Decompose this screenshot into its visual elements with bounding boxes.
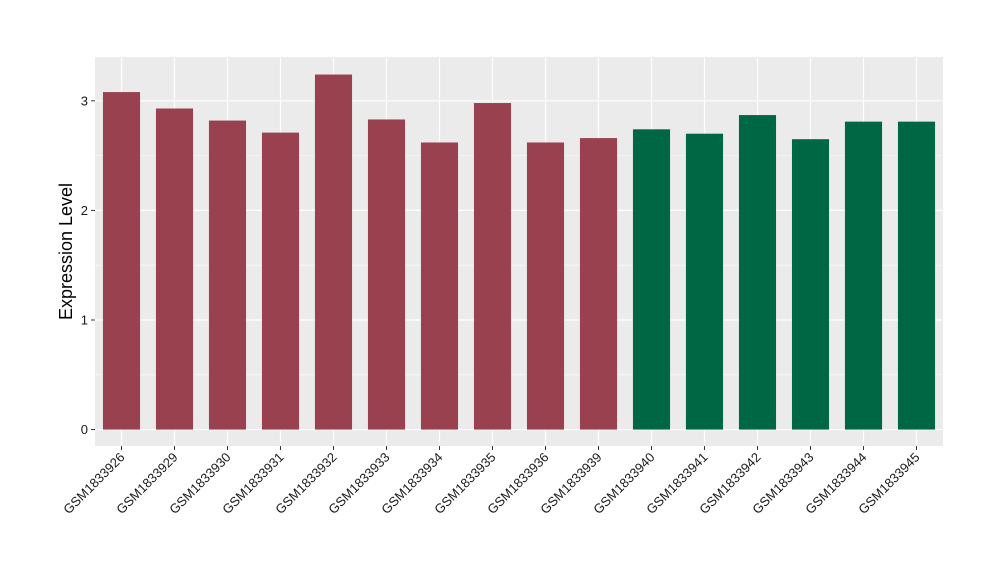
- bars: [102, 74, 936, 430]
- x-axis: GSM1833926GSM1833929GSM1833930GSM1833931…: [60, 446, 923, 517]
- bar-GSM1833939: [579, 138, 618, 430]
- bar-GSM1833931: [261, 132, 300, 430]
- bar-GSM1833944: [844, 121, 883, 430]
- bar-GSM1833935: [473, 103, 512, 430]
- bar-GSM1833934: [420, 142, 459, 430]
- y-tick-label: 2: [81, 203, 88, 218]
- y-tick-label: 0: [81, 422, 88, 437]
- bar-GSM1833945: [897, 121, 936, 430]
- bar-GSM1833930: [208, 120, 247, 430]
- bar-GSM1833942: [738, 115, 777, 430]
- y-axis: 0 1 2 3: [81, 93, 95, 437]
- bar-GSM1833940: [632, 129, 671, 430]
- bar-GSM1833941: [685, 133, 724, 430]
- y-tick-label: 1: [81, 312, 88, 327]
- bar-GSM1833943: [791, 139, 830, 430]
- bar-GSM1833929: [155, 108, 194, 430]
- bar-GSM1833936: [526, 142, 565, 430]
- bar-GSM1833932: [314, 74, 353, 430]
- y-axis-title: Expression Level: [56, 183, 76, 320]
- y-tick-label: 3: [81, 93, 88, 108]
- bar-GSM1833926: [102, 92, 141, 430]
- bar-GSM1833933: [367, 119, 406, 430]
